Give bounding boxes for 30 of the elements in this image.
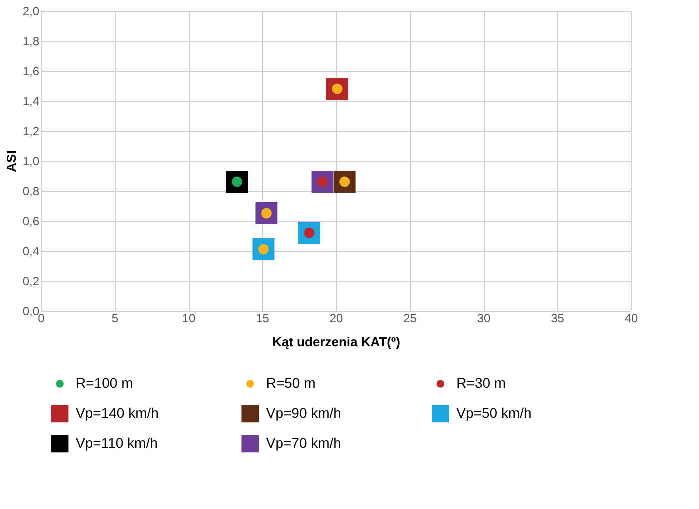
x-axis-title: Kąt uderzenia KAT(º) bbox=[272, 334, 401, 350]
y-tick-label: 0,2 bbox=[22, 274, 40, 288]
legend-label: R=100 m bbox=[76, 375, 134, 391]
legend-label: Vp=140 km/h bbox=[76, 405, 159, 421]
y-tick-label: 0,8 bbox=[22, 184, 40, 198]
y-tick-label: 1,6 bbox=[22, 64, 40, 78]
y-tick-label: 2,0 bbox=[22, 4, 40, 18]
x-tick-label: 35 bbox=[551, 312, 565, 326]
y-tick-label: 0,6 bbox=[22, 214, 40, 228]
legend-label: Vp=70 km/h bbox=[266, 435, 342, 451]
x-tick-label: 20 bbox=[330, 312, 344, 326]
x-tick-label: 25 bbox=[404, 312, 418, 326]
x-tick-label: 40 bbox=[624, 312, 638, 326]
legend-label: R=50 m bbox=[266, 375, 316, 391]
x-tick-label: 10 bbox=[182, 312, 196, 326]
y-tick-label: 1,8 bbox=[22, 34, 40, 48]
legend-label: R=30 m bbox=[456, 375, 506, 391]
legend-label: Vp=50 km/h bbox=[456, 405, 532, 421]
x-tick-label: 15 bbox=[256, 312, 270, 326]
legend-label: Vp=110 km/h bbox=[76, 435, 158, 451]
y-axis-title: ASI bbox=[4, 150, 19, 172]
x-tick-label: 5 bbox=[112, 312, 119, 326]
y-tick-label: 0,4 bbox=[22, 244, 40, 258]
y-tick-label: 0,0 bbox=[22, 304, 40, 318]
y-tick-label: 1,2 bbox=[22, 124, 40, 138]
x-tick-label: 0 bbox=[38, 312, 46, 326]
x-tick-label: 30 bbox=[477, 312, 491, 326]
y-tick-label: 1,0 bbox=[22, 154, 40, 168]
legend-label: Vp=90 km/h bbox=[266, 405, 342, 421]
y-tick-label: 1,4 bbox=[22, 94, 40, 108]
